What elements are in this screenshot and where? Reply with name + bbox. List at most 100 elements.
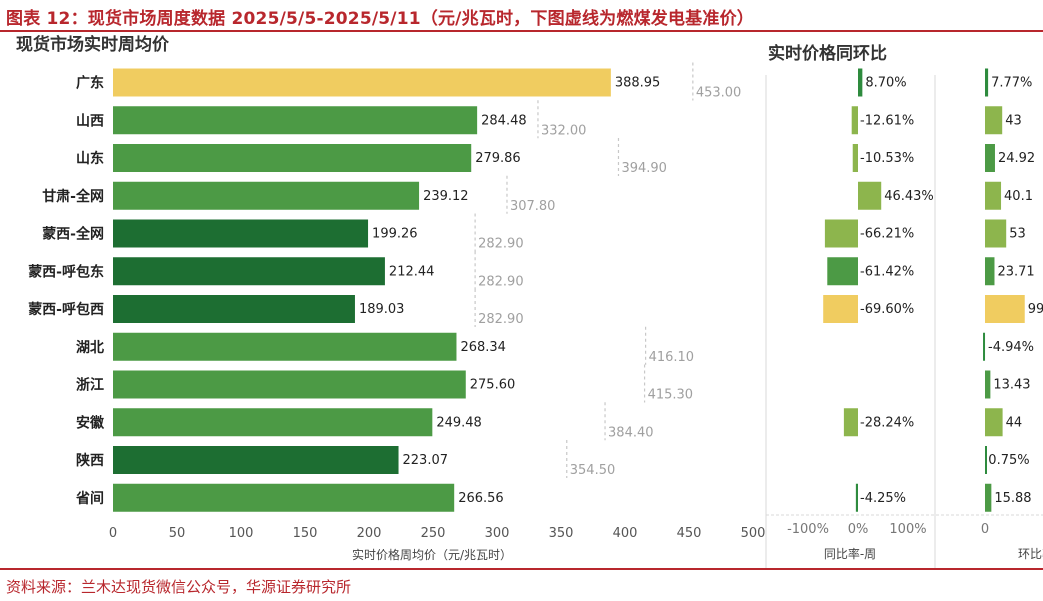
mom-bar xyxy=(985,483,992,512)
yoy-tick-label: 0% xyxy=(848,522,869,537)
bar xyxy=(113,106,478,135)
mom-data-label: 40.1 xyxy=(1004,189,1033,204)
category-label: 安徽 xyxy=(76,414,105,431)
mom-data-label: 24.92 xyxy=(998,151,1035,166)
benchmark-label: 384.40 xyxy=(608,425,654,440)
category-label: 广东 xyxy=(76,75,104,92)
benchmark-label: 282.90 xyxy=(478,237,524,252)
category-label: 山西 xyxy=(76,113,104,129)
source-note: 资料来源：兰木达现货微信公众号，华源证券研究所 xyxy=(6,578,352,596)
yoy-bar xyxy=(843,408,858,437)
x-tick-label: 100 xyxy=(229,526,254,541)
category-label: 蒙西-全网 xyxy=(42,226,104,243)
main-x-axis-label: 实时价格周均价（元/兆瓦时） xyxy=(352,547,512,562)
data-label: 223.07 xyxy=(403,453,449,468)
bar xyxy=(113,295,355,323)
mom-x-axis-label: 环比率-周 xyxy=(1018,546,1043,561)
mom-data-label: 13.43 xyxy=(993,378,1030,393)
mom-data-label: 99.35 xyxy=(1028,302,1043,317)
mom-bar xyxy=(985,257,995,286)
mom-data-label: 7.77% xyxy=(991,76,1032,91)
x-tick-label: 50 xyxy=(169,526,186,541)
yoy-bar xyxy=(827,257,858,286)
benchmark-label: 332.00 xyxy=(541,123,587,138)
yoy-bar xyxy=(855,483,858,512)
data-label: 199.26 xyxy=(372,227,418,242)
bar xyxy=(113,257,385,286)
x-tick-label: 350 xyxy=(549,526,574,541)
mom-bar xyxy=(985,446,987,474)
mom-bar xyxy=(985,219,1007,248)
category-label: 陕西 xyxy=(76,452,104,469)
yoy-bar xyxy=(823,295,858,323)
category-label: 山东 xyxy=(76,150,104,167)
data-label: 249.48 xyxy=(436,415,482,430)
data-label: 279.86 xyxy=(475,151,521,166)
category-label: 甘肃-全网 xyxy=(42,188,104,205)
x-tick-label: 450 xyxy=(677,526,702,541)
data-label: 266.56 xyxy=(458,491,504,506)
x-tick-label: 500 xyxy=(741,526,766,541)
mom-bar xyxy=(983,332,986,361)
bar xyxy=(113,219,369,248)
data-label: 275.60 xyxy=(470,378,516,393)
category-label: 浙江 xyxy=(76,377,104,394)
category-label: 蒙西-呼包西 xyxy=(28,301,104,318)
bar xyxy=(113,483,455,512)
bar xyxy=(113,332,457,361)
yoy-data-label: -12.61% xyxy=(860,113,914,128)
mom-data-label: 44 xyxy=(1006,415,1023,430)
benchmark-label: 307.80 xyxy=(510,199,556,214)
bar xyxy=(113,144,472,172)
title-rule xyxy=(0,30,1043,32)
mom-data-label: 23.71 xyxy=(997,264,1034,279)
mom-tick-label: 0 xyxy=(981,522,989,537)
data-label: 189.03 xyxy=(359,302,405,317)
category-label: 湖北 xyxy=(76,340,104,356)
yoy-chart-title: 实时价格同环比 xyxy=(768,43,887,64)
mom-data-label: 0.75% xyxy=(988,453,1029,468)
benchmark-label: 415.30 xyxy=(648,388,694,403)
yoy-tick-label: -100% xyxy=(787,522,829,537)
data-label: 239.12 xyxy=(423,189,469,204)
yoy-data-label: -61.42% xyxy=(860,264,914,279)
bar xyxy=(113,181,420,210)
x-tick-label: 250 xyxy=(421,526,446,541)
benchmark-label: 354.50 xyxy=(570,463,616,478)
yoy-bar xyxy=(852,144,858,172)
yoy-x-axis-label: 同比率-周 xyxy=(824,546,876,561)
yoy-data-label: -69.60% xyxy=(860,302,914,317)
data-label: 388.95 xyxy=(615,76,661,91)
bar xyxy=(113,408,433,437)
main-chart-title: 现货市场实时周均价 xyxy=(16,34,170,55)
mom-data-label: -4.94% xyxy=(988,340,1034,355)
yoy-data-label: 8.70% xyxy=(865,76,906,91)
mom-bar xyxy=(985,68,989,97)
x-tick-label: 400 xyxy=(613,526,638,541)
bar xyxy=(113,370,466,399)
data-label: 212.44 xyxy=(389,264,435,279)
benchmark-label: 416.10 xyxy=(649,350,695,365)
x-tick-label: 200 xyxy=(357,526,382,541)
category-label: 蒙西-呼包东 xyxy=(28,263,104,280)
data-label: 284.48 xyxy=(481,113,527,128)
yoy-data-label: -66.21% xyxy=(860,227,914,242)
yoy-bar xyxy=(824,219,858,248)
bar xyxy=(113,68,611,97)
footer-rule xyxy=(0,568,1043,570)
mom-bar xyxy=(985,106,1003,135)
yoy-data-label: 46.43% xyxy=(884,189,934,204)
benchmark-label: 453.00 xyxy=(696,86,742,101)
mom-bar xyxy=(985,181,1002,210)
yoy-data-label: -10.53% xyxy=(860,151,914,166)
benchmark-label: 394.90 xyxy=(621,161,667,176)
mom-data-label: 15.88 xyxy=(994,491,1031,506)
mom-bar xyxy=(985,144,995,172)
yoy-tick-label: 100% xyxy=(889,522,926,537)
mom-bar xyxy=(985,295,1025,323)
x-tick-label: 0 xyxy=(109,526,117,541)
mom-data-label: 43 xyxy=(1005,113,1022,128)
benchmark-label: 282.90 xyxy=(478,312,524,327)
benchmark-label: 282.90 xyxy=(478,274,524,289)
